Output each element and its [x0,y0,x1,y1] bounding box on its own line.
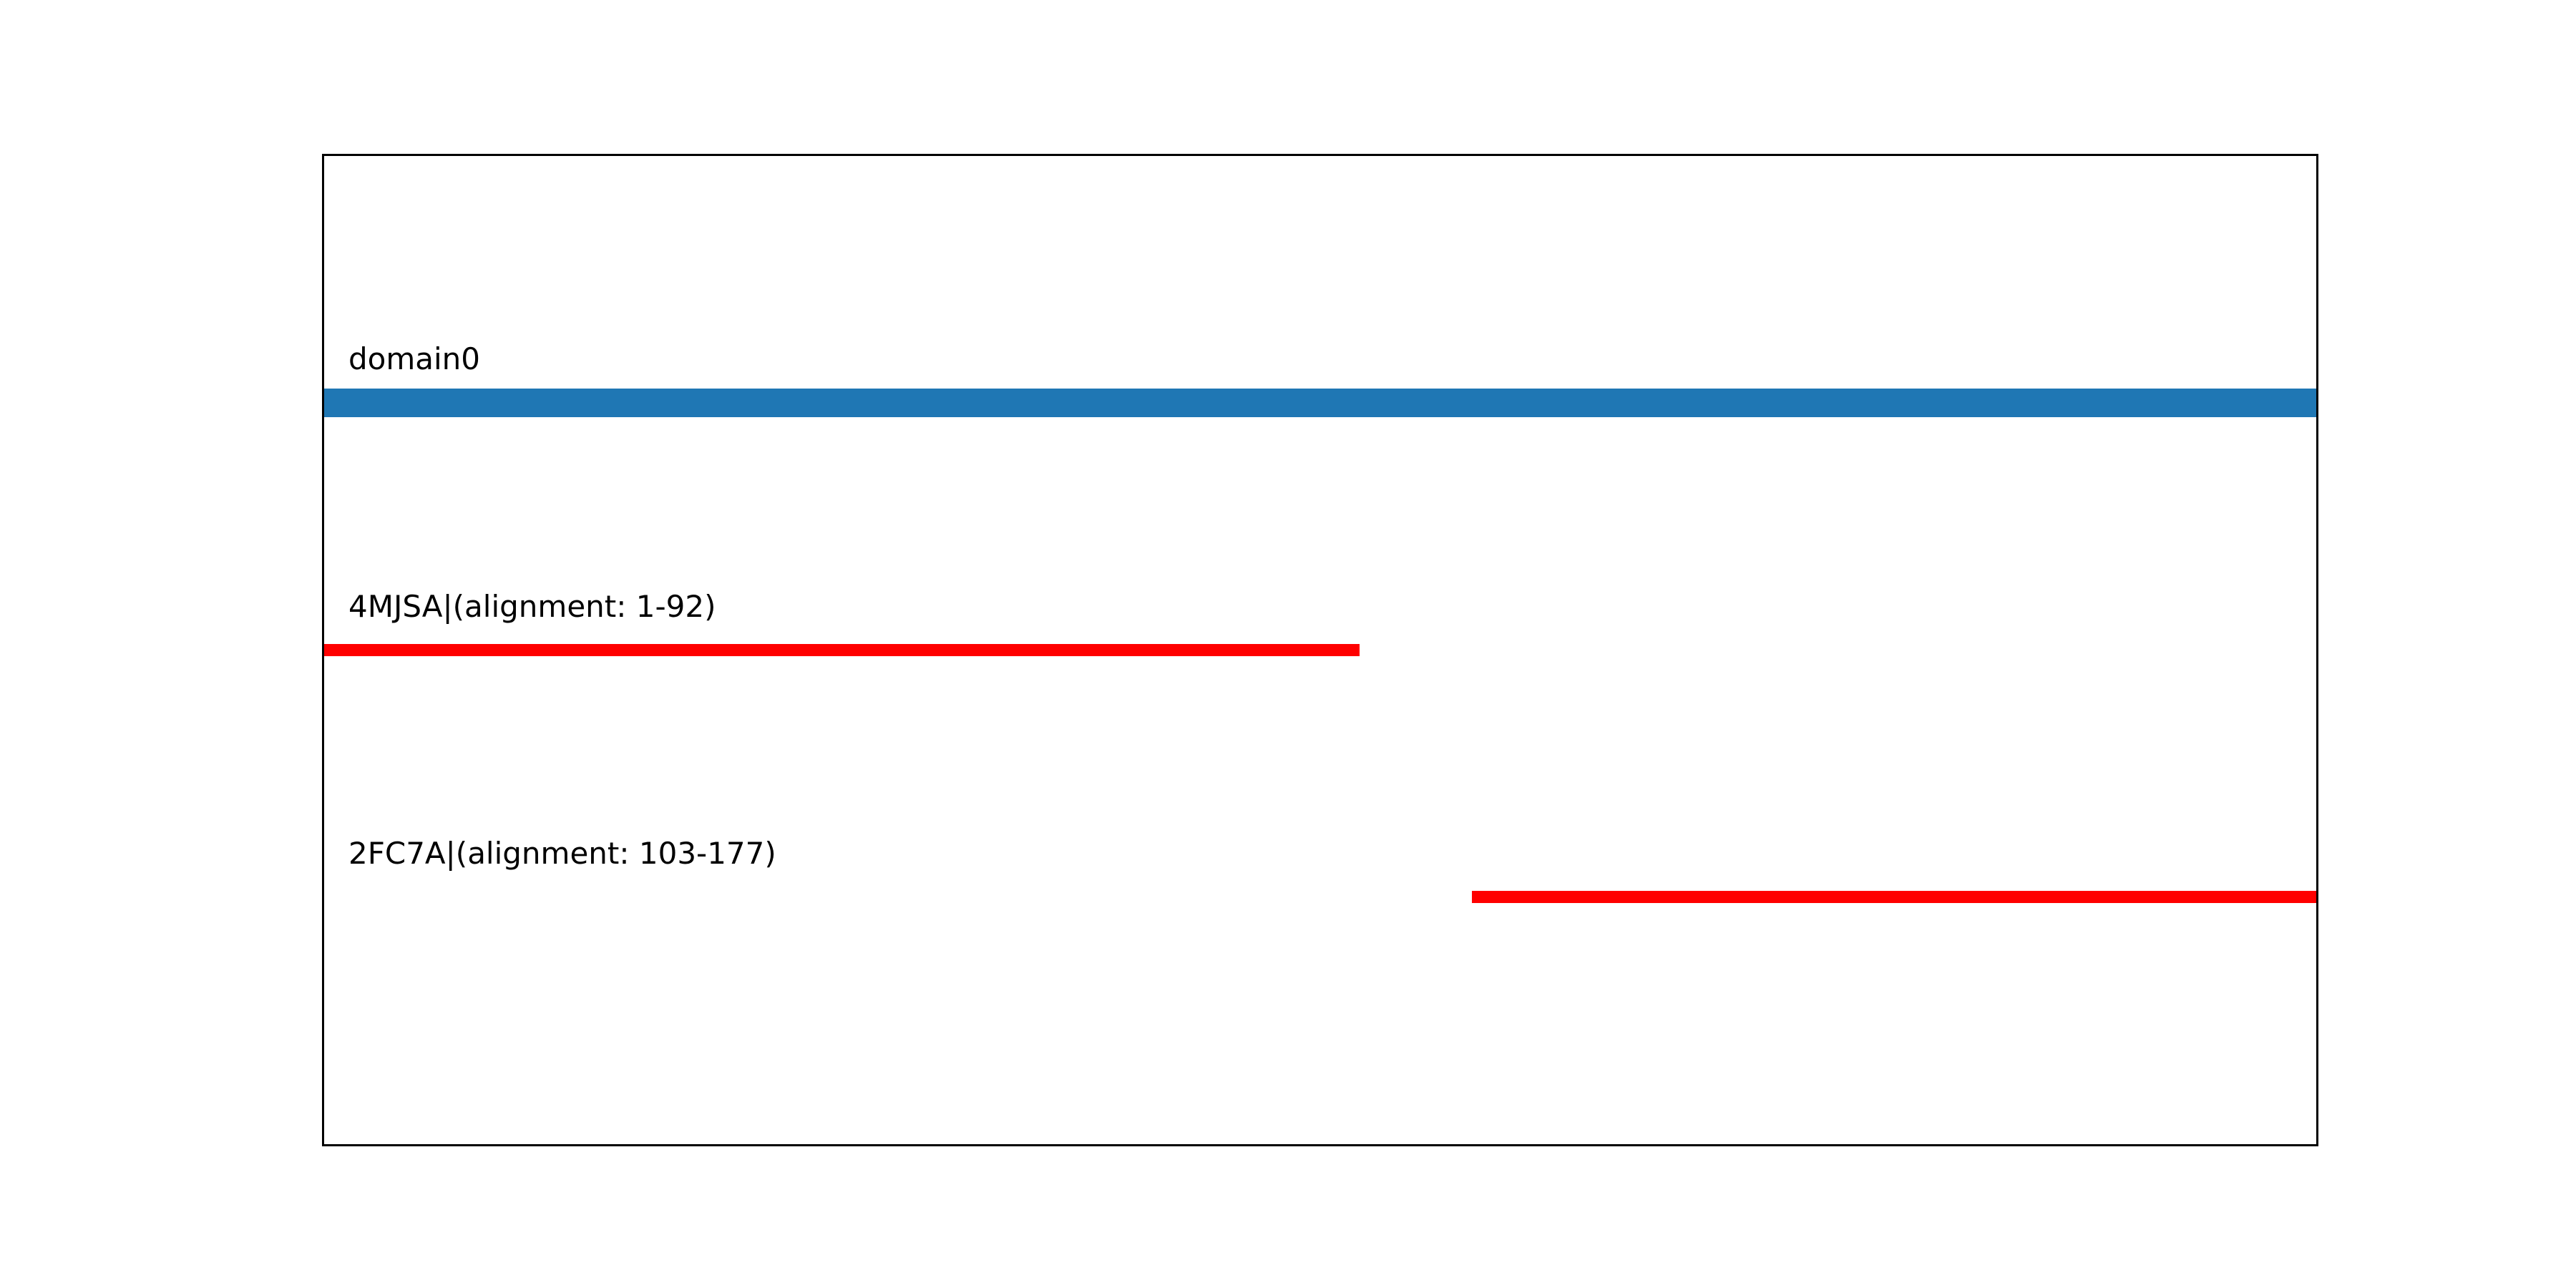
alignment-bar-2fc7a [1472,891,2316,903]
plot-area: domain0 4MJSA|(alignment: 1-92) 2FC7A|(a… [322,154,2318,1146]
track-label-2fc7a: 2FC7A|(alignment: 103-177) [348,836,776,871]
domain-bar [324,389,2316,417]
alignment-bar-4mjsa [324,644,1360,656]
track-label-4mjsa: 4MJSA|(alignment: 1-92) [348,589,716,624]
track-label-domain0: domain0 [348,341,481,376]
